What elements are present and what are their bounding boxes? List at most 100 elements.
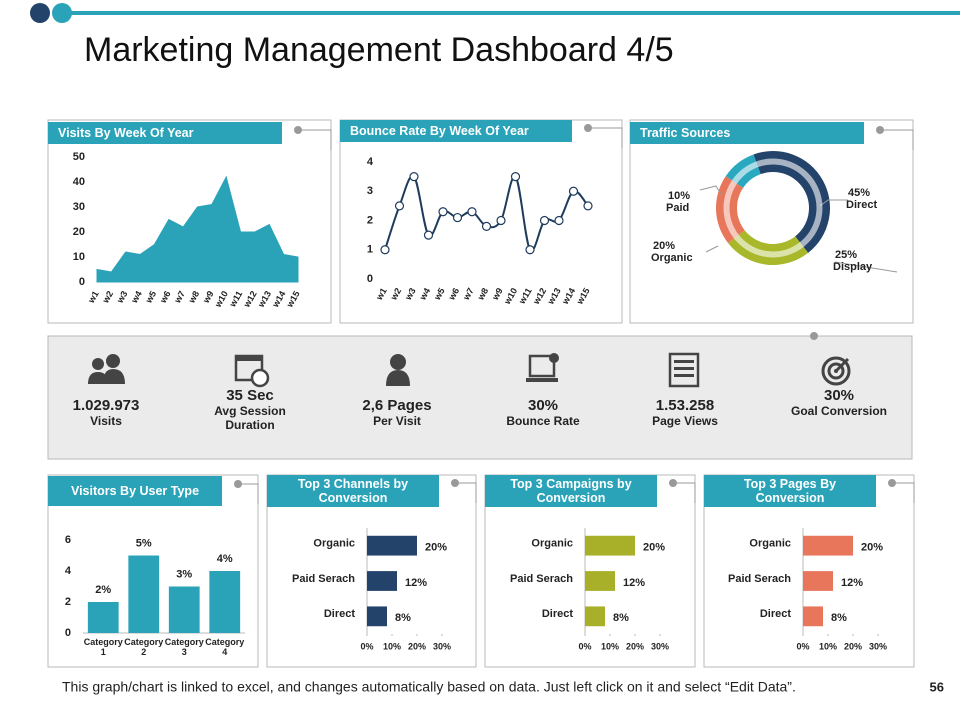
point [394, 201, 405, 211]
kpi-value: 1.53.258 [655, 397, 715, 414]
x-tick-label: 30% [869, 641, 887, 651]
bar [585, 606, 605, 627]
bar [803, 571, 833, 591]
chart-title: Traffic Sources [630, 122, 864, 144]
y-tick-label: 4 [367, 156, 374, 168]
y-tick-label: 50 [73, 151, 85, 163]
slice [716, 176, 745, 244]
value-label: 12% [623, 577, 645, 589]
kpi-label: Per Visit [373, 414, 421, 428]
point [568, 186, 579, 196]
chart-title: Visits By Week Of Year [48, 122, 282, 144]
x-tick-label: 30% [433, 641, 451, 651]
panel [266, 474, 477, 668]
x-tick-label: 10% [819, 641, 837, 651]
y-tick-label: 0 [65, 627, 71, 639]
x-tick-label: 30% [651, 641, 669, 651]
kpi-value: 30% [823, 387, 855, 404]
point [467, 207, 477, 217]
icon-target [821, 356, 851, 386]
point [380, 245, 390, 255]
value-label: 20% [643, 542, 665, 554]
leader-line [699, 185, 723, 197]
value-label: 8% [613, 612, 629, 624]
bar [585, 535, 635, 556]
kpi-value: 30% [527, 397, 559, 414]
connector-dot [810, 332, 818, 340]
category-label: Paid Serach [728, 573, 791, 585]
connector [298, 129, 332, 150]
y-tick-label: 30 [73, 201, 85, 213]
value-label: 12% [405, 577, 427, 589]
connector [673, 482, 696, 503]
slice-value-label: 20% [653, 240, 675, 252]
value-label: 3% [176, 568, 192, 580]
kpi-label: Visits [90, 414, 122, 428]
category-label: Organic [313, 538, 355, 550]
kpi-icons [88, 352, 851, 388]
y-tick-label: 3 [367, 185, 373, 197]
x-tick-label: 0% [360, 641, 373, 651]
point [438, 207, 448, 217]
x-tick-label: Category 4 [205, 637, 245, 657]
leader-line [819, 199, 848, 207]
slice-value-label: 10% [668, 190, 690, 202]
y-tick-label: 4 [65, 565, 72, 577]
y-tick-label: 0 [367, 273, 373, 285]
bar [367, 535, 417, 556]
bar [803, 535, 853, 556]
panel [703, 474, 915, 668]
y-tick-label: 2 [65, 596, 71, 608]
bar [209, 571, 241, 633]
point [525, 245, 535, 255]
point [510, 172, 521, 182]
x-tick-label: 20% [408, 641, 426, 651]
y-tick-label: 1 [367, 244, 373, 256]
x-tick-label: Category 2 [124, 637, 164, 657]
value-label: 20% [861, 542, 883, 554]
kpi-value: 1.029.973 [72, 397, 140, 414]
leader-line [705, 245, 719, 253]
point [539, 215, 550, 226]
area [96, 175, 299, 283]
category-label: Paid Serach [292, 573, 355, 585]
bar [585, 571, 615, 591]
connector [880, 129, 914, 150]
icon-page [668, 352, 700, 388]
decor-dot [52, 3, 72, 23]
chart-title: Top 3 Channels by Conversion [267, 475, 439, 507]
bar [87, 602, 119, 633]
category-label: Paid Serach [510, 573, 573, 585]
slice-category-label: Display [833, 261, 873, 273]
slice-value-label: 25% [835, 249, 857, 261]
chart-title: Visitors By User Type [48, 476, 222, 506]
inner-ring [723, 158, 823, 258]
y-tick-label: 6 [65, 534, 71, 546]
slice-category-label: Direct [846, 199, 878, 211]
x-tick-label: Category 1 [83, 637, 123, 657]
point [452, 212, 463, 223]
bar [367, 571, 397, 591]
point [496, 215, 506, 226]
icon-users [88, 354, 125, 384]
icon-person [386, 354, 410, 386]
category-label: Direct [542, 608, 574, 620]
value-label: 4% [217, 553, 233, 565]
icon-monitor [526, 353, 559, 382]
connector [892, 482, 915, 503]
value-label: 8% [831, 612, 847, 624]
y-tick-label: 0 [79, 276, 85, 288]
connector [455, 482, 477, 503]
x-tick-label: 10% [383, 641, 401, 651]
decor-dot [30, 3, 50, 23]
x-tick-label: 10% [601, 641, 619, 651]
kpi-label: Avg Session Duration [214, 404, 286, 432]
bar [803, 606, 823, 627]
connector [238, 483, 259, 504]
point [409, 172, 419, 182]
y-tick-label: 40 [73, 176, 85, 188]
value-label: 2% [95, 584, 111, 596]
category-label: Direct [324, 608, 356, 620]
kpi-panel [47, 335, 913, 460]
